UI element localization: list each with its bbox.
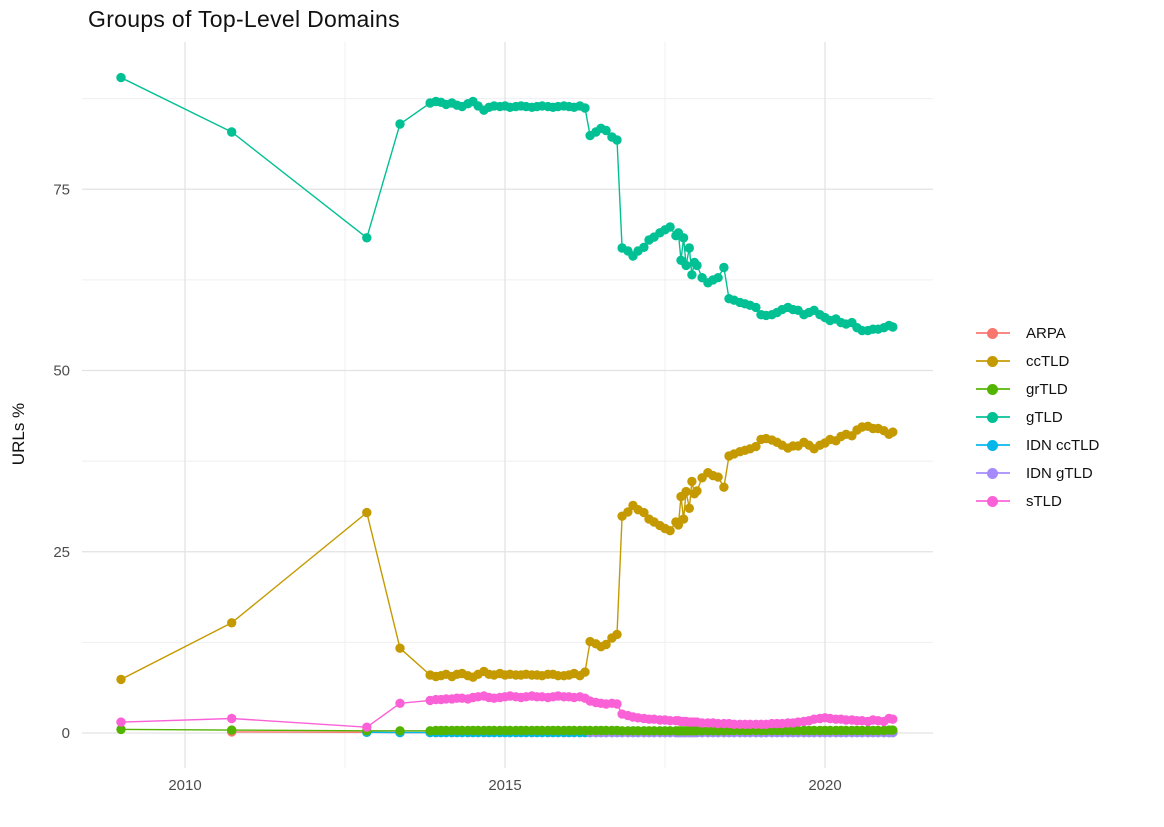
data-point	[751, 441, 761, 452]
legend-key-icon	[976, 439, 1010, 452]
legend-key-dot	[987, 327, 998, 339]
data-point	[678, 514, 689, 524]
data-point	[227, 618, 237, 628]
data-point	[681, 260, 691, 271]
data-point	[684, 503, 694, 513]
y-tick-label: 50	[53, 363, 70, 380]
data-point	[362, 233, 372, 243]
data-point	[623, 507, 633, 517]
data-point	[888, 725, 898, 735]
legend-item-ccTLD: ccTLD	[976, 351, 1099, 371]
data-point	[692, 486, 702, 496]
legend-key-icon	[976, 383, 1010, 396]
series-points-sTLD	[116, 691, 898, 732]
legend-key-dot	[987, 439, 998, 451]
legend-key-dot	[987, 467, 998, 479]
data-point	[601, 639, 611, 650]
x-tick-label: 2015	[488, 777, 521, 794]
legend-key-icon	[976, 495, 1010, 508]
data-point	[639, 507, 649, 518]
legend-key-icon	[976, 355, 1010, 368]
data-point	[639, 242, 649, 252]
legend-key-dot	[987, 355, 998, 367]
legend-item-grTLD: grTLD	[976, 379, 1099, 399]
chart-title: Groups of Top-Level Domains	[88, 6, 400, 32]
legend-item-ARPA: ARPA	[976, 323, 1099, 343]
data-point	[580, 667, 590, 677]
data-point	[713, 472, 723, 482]
data-point	[116, 717, 126, 727]
data-point	[395, 643, 405, 653]
x-tick-label: 2010	[168, 777, 201, 794]
legend-label: grTLD	[1026, 380, 1068, 398]
legend-key-icon	[976, 327, 1010, 340]
data-point	[684, 243, 694, 253]
data-point	[612, 699, 622, 709]
series-points-ccTLD	[116, 421, 898, 685]
y-tick-label: 75	[53, 181, 70, 198]
data-point	[713, 273, 723, 283]
data-point	[687, 476, 697, 487]
legend-key-icon	[976, 467, 1010, 480]
series-line-gTLD	[120, 76, 894, 332]
series-points-gTLD	[116, 72, 898, 336]
legend-label: IDN gTLD	[1026, 464, 1093, 482]
legend: ARPA ccTLD grTLD gTLD IDN ccTLD IDN gTLD sTLD	[976, 323, 1099, 511]
data-point	[395, 726, 405, 736]
data-point	[719, 482, 729, 492]
data-point	[751, 302, 761, 313]
series-points-grTLD	[116, 724, 898, 736]
legend-key-dot	[987, 495, 998, 507]
data-point	[888, 427, 898, 437]
legend-label: gTLD	[1026, 408, 1063, 426]
data-point	[719, 262, 729, 273]
legend-item-sTLD: sTLD	[976, 491, 1099, 511]
data-point	[601, 125, 611, 136]
data-point	[612, 135, 622, 145]
data-point	[687, 270, 697, 280]
legend-label: sTLD	[1026, 492, 1062, 510]
data-point	[116, 674, 126, 685]
data-point	[692, 260, 702, 271]
data-point	[362, 507, 372, 518]
data-point	[612, 629, 622, 640]
data-point	[362, 722, 372, 732]
legend-key-icon	[976, 411, 1010, 424]
series-line-ccTLD	[120, 425, 894, 681]
data-point	[678, 233, 689, 243]
legend-label: ccTLD	[1026, 352, 1070, 370]
legend-item-IDN-ccTLD: IDN ccTLD	[976, 435, 1099, 455]
data-point	[665, 222, 675, 232]
data-point	[395, 119, 405, 129]
data-point	[116, 72, 126, 83]
legend-label: IDN ccTLD	[1026, 436, 1100, 454]
data-point	[580, 103, 590, 113]
data-point	[888, 322, 898, 332]
legend-key-dot	[987, 383, 998, 395]
data-point	[888, 714, 898, 724]
legend-key-dot	[987, 411, 998, 423]
legend-label: ARPA	[1026, 324, 1066, 342]
data-point	[227, 127, 237, 137]
legend-item-IDN-gTLD: IDN gTLD	[976, 463, 1099, 483]
data-point	[116, 724, 126, 735]
x-tick-label: 2020	[808, 777, 841, 794]
data-point	[681, 486, 691, 497]
data-point	[665, 526, 675, 536]
legend-item-gTLD: gTLD	[976, 407, 1099, 427]
y-tick-label: 0	[62, 725, 70, 742]
data-point	[227, 725, 237, 735]
y-tick-label: 25	[53, 544, 70, 561]
data-point	[227, 713, 237, 724]
data-point	[395, 698, 405, 708]
